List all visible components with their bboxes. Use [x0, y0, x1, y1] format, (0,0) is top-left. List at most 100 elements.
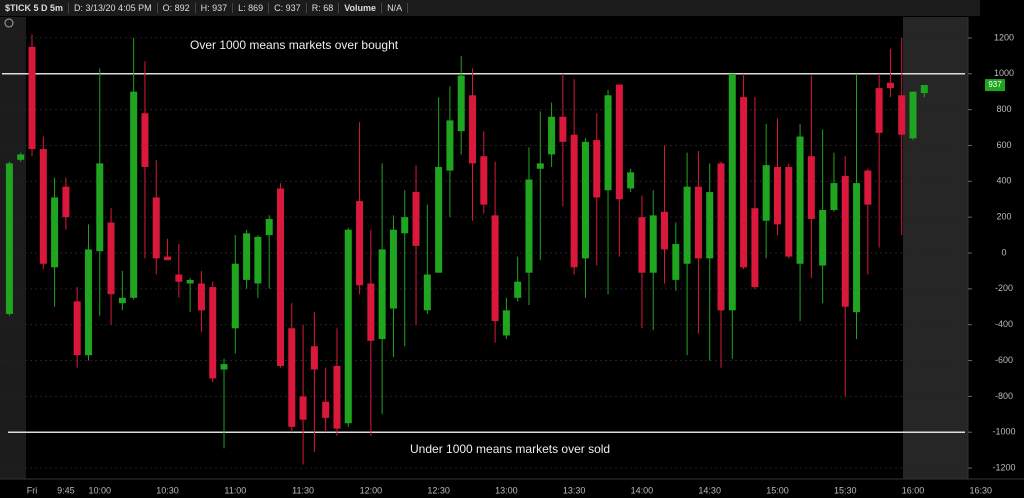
candle-body: [28, 46, 36, 150]
candle-body: [17, 154, 25, 160]
candle-body: [299, 396, 307, 420]
x-tick-label: 16:00: [902, 485, 925, 495]
candle-body: [243, 233, 251, 280]
candle-body: [130, 91, 138, 298]
price-marker: [985, 79, 1005, 92]
price-label: 937: [988, 80, 1002, 89]
range: R: 68: [307, 3, 340, 13]
x-tick-label: 10:30: [156, 485, 179, 495]
candle-body: [536, 163, 544, 169]
candle-body: [570, 134, 578, 268]
candle-body: [728, 73, 736, 311]
candle-body: [152, 197, 160, 259]
candle-body: [717, 163, 725, 311]
candle-body: [5, 163, 13, 314]
x-tick-label: 9:45: [57, 485, 75, 495]
candle-body: [220, 364, 228, 370]
candle-body: [886, 82, 894, 89]
candle-body: [378, 249, 386, 340]
candle-body: [265, 218, 273, 236]
high: H: 937: [196, 3, 234, 13]
candle-body: [209, 287, 217, 379]
candle-body: [581, 141, 589, 259]
info-icon[interactable]: [4, 18, 14, 28]
y-tick-label: 1000: [994, 68, 1014, 78]
candle-body: [830, 183, 838, 210]
candle-body: [762, 165, 770, 221]
symbol[interactable]: $TICK 5 D 5m: [0, 3, 70, 13]
candle-body: [807, 156, 815, 219]
candle-body: [514, 281, 522, 298]
y-tick-label: 200: [996, 212, 1011, 222]
x-tick-label: 11:00: [224, 485, 246, 495]
candle-body: [412, 192, 420, 246]
candle-body: [694, 186, 702, 259]
candle-body: [344, 229, 352, 424]
candle-body: [627, 172, 635, 189]
x-tick-label: 11:30: [292, 485, 314, 495]
close: C: 937: [269, 3, 307, 13]
x-tick-label: 14:30: [698, 485, 721, 495]
candle-body: [773, 166, 781, 225]
candle-body: [740, 97, 748, 268]
candle-body: [672, 244, 680, 280]
candle-body: [446, 120, 454, 171]
afterhours-shade: [903, 17, 968, 479]
candle-body: [875, 88, 883, 133]
candle-body: [796, 136, 804, 264]
candle-body: [51, 197, 59, 268]
date: D: 3/13/20 4:05 PM: [69, 3, 158, 13]
candle-body: [322, 401, 330, 418]
volume-value: N/A: [382, 3, 409, 13]
candle-body: [107, 222, 115, 295]
y-tick-label: 600: [996, 140, 1011, 150]
annotation: Under 1000 means markets over sold: [410, 442, 610, 456]
candle-body: [819, 209, 827, 266]
x-tick-label: 10:00: [89, 485, 112, 495]
annotation: Over 1000 means markets over bought: [190, 38, 399, 52]
candle-body: [853, 183, 861, 313]
candle-body: [310, 346, 318, 370]
candle-body: [333, 365, 341, 429]
y-tick-label: -400: [995, 319, 1013, 329]
candle-body: [661, 211, 669, 250]
x-tick-label: 16:30: [970, 485, 993, 495]
candle-body: [480, 156, 488, 205]
candle-body: [638, 217, 646, 273]
candle-body: [491, 215, 499, 322]
candle-body: [186, 279, 194, 284]
candle-body: [288, 328, 296, 427]
candle-body: [593, 140, 601, 198]
candle-body: [751, 208, 759, 288]
candle-body: [615, 84, 623, 200]
x-tick-label: Fri: [27, 485, 38, 495]
candle-body: [231, 263, 239, 329]
candle-body: [175, 274, 183, 282]
y-tick-label: -600: [995, 355, 1013, 365]
x-tick-label: 13:30: [563, 485, 586, 495]
volume: Volume: [339, 3, 383, 13]
candle-body: [502, 310, 510, 336]
candle-body: [649, 215, 657, 273]
candle-body: [141, 113, 149, 167]
x-tick-label: 15:00: [766, 485, 789, 495]
candle-body: [197, 283, 205, 311]
y-tick-label: -800: [995, 391, 1013, 401]
candle-body: [841, 175, 849, 307]
candle-body: [423, 274, 431, 311]
y-tick-label: -1000: [992, 427, 1015, 437]
x-tick-label: 15:30: [834, 485, 857, 495]
candle-body: [864, 170, 872, 205]
y-tick-label: -200: [995, 283, 1013, 293]
candle-body: [62, 186, 70, 218]
candle-body: [84, 249, 92, 356]
premarket-shade: [0, 17, 26, 479]
low: L: 869: [233, 3, 270, 13]
candle-body: [604, 95, 612, 191]
candle-body: [457, 75, 465, 132]
x-tick-label: 13:00: [495, 485, 518, 495]
y-tick-label: 0: [1001, 247, 1006, 257]
candle-body: [785, 166, 793, 257]
